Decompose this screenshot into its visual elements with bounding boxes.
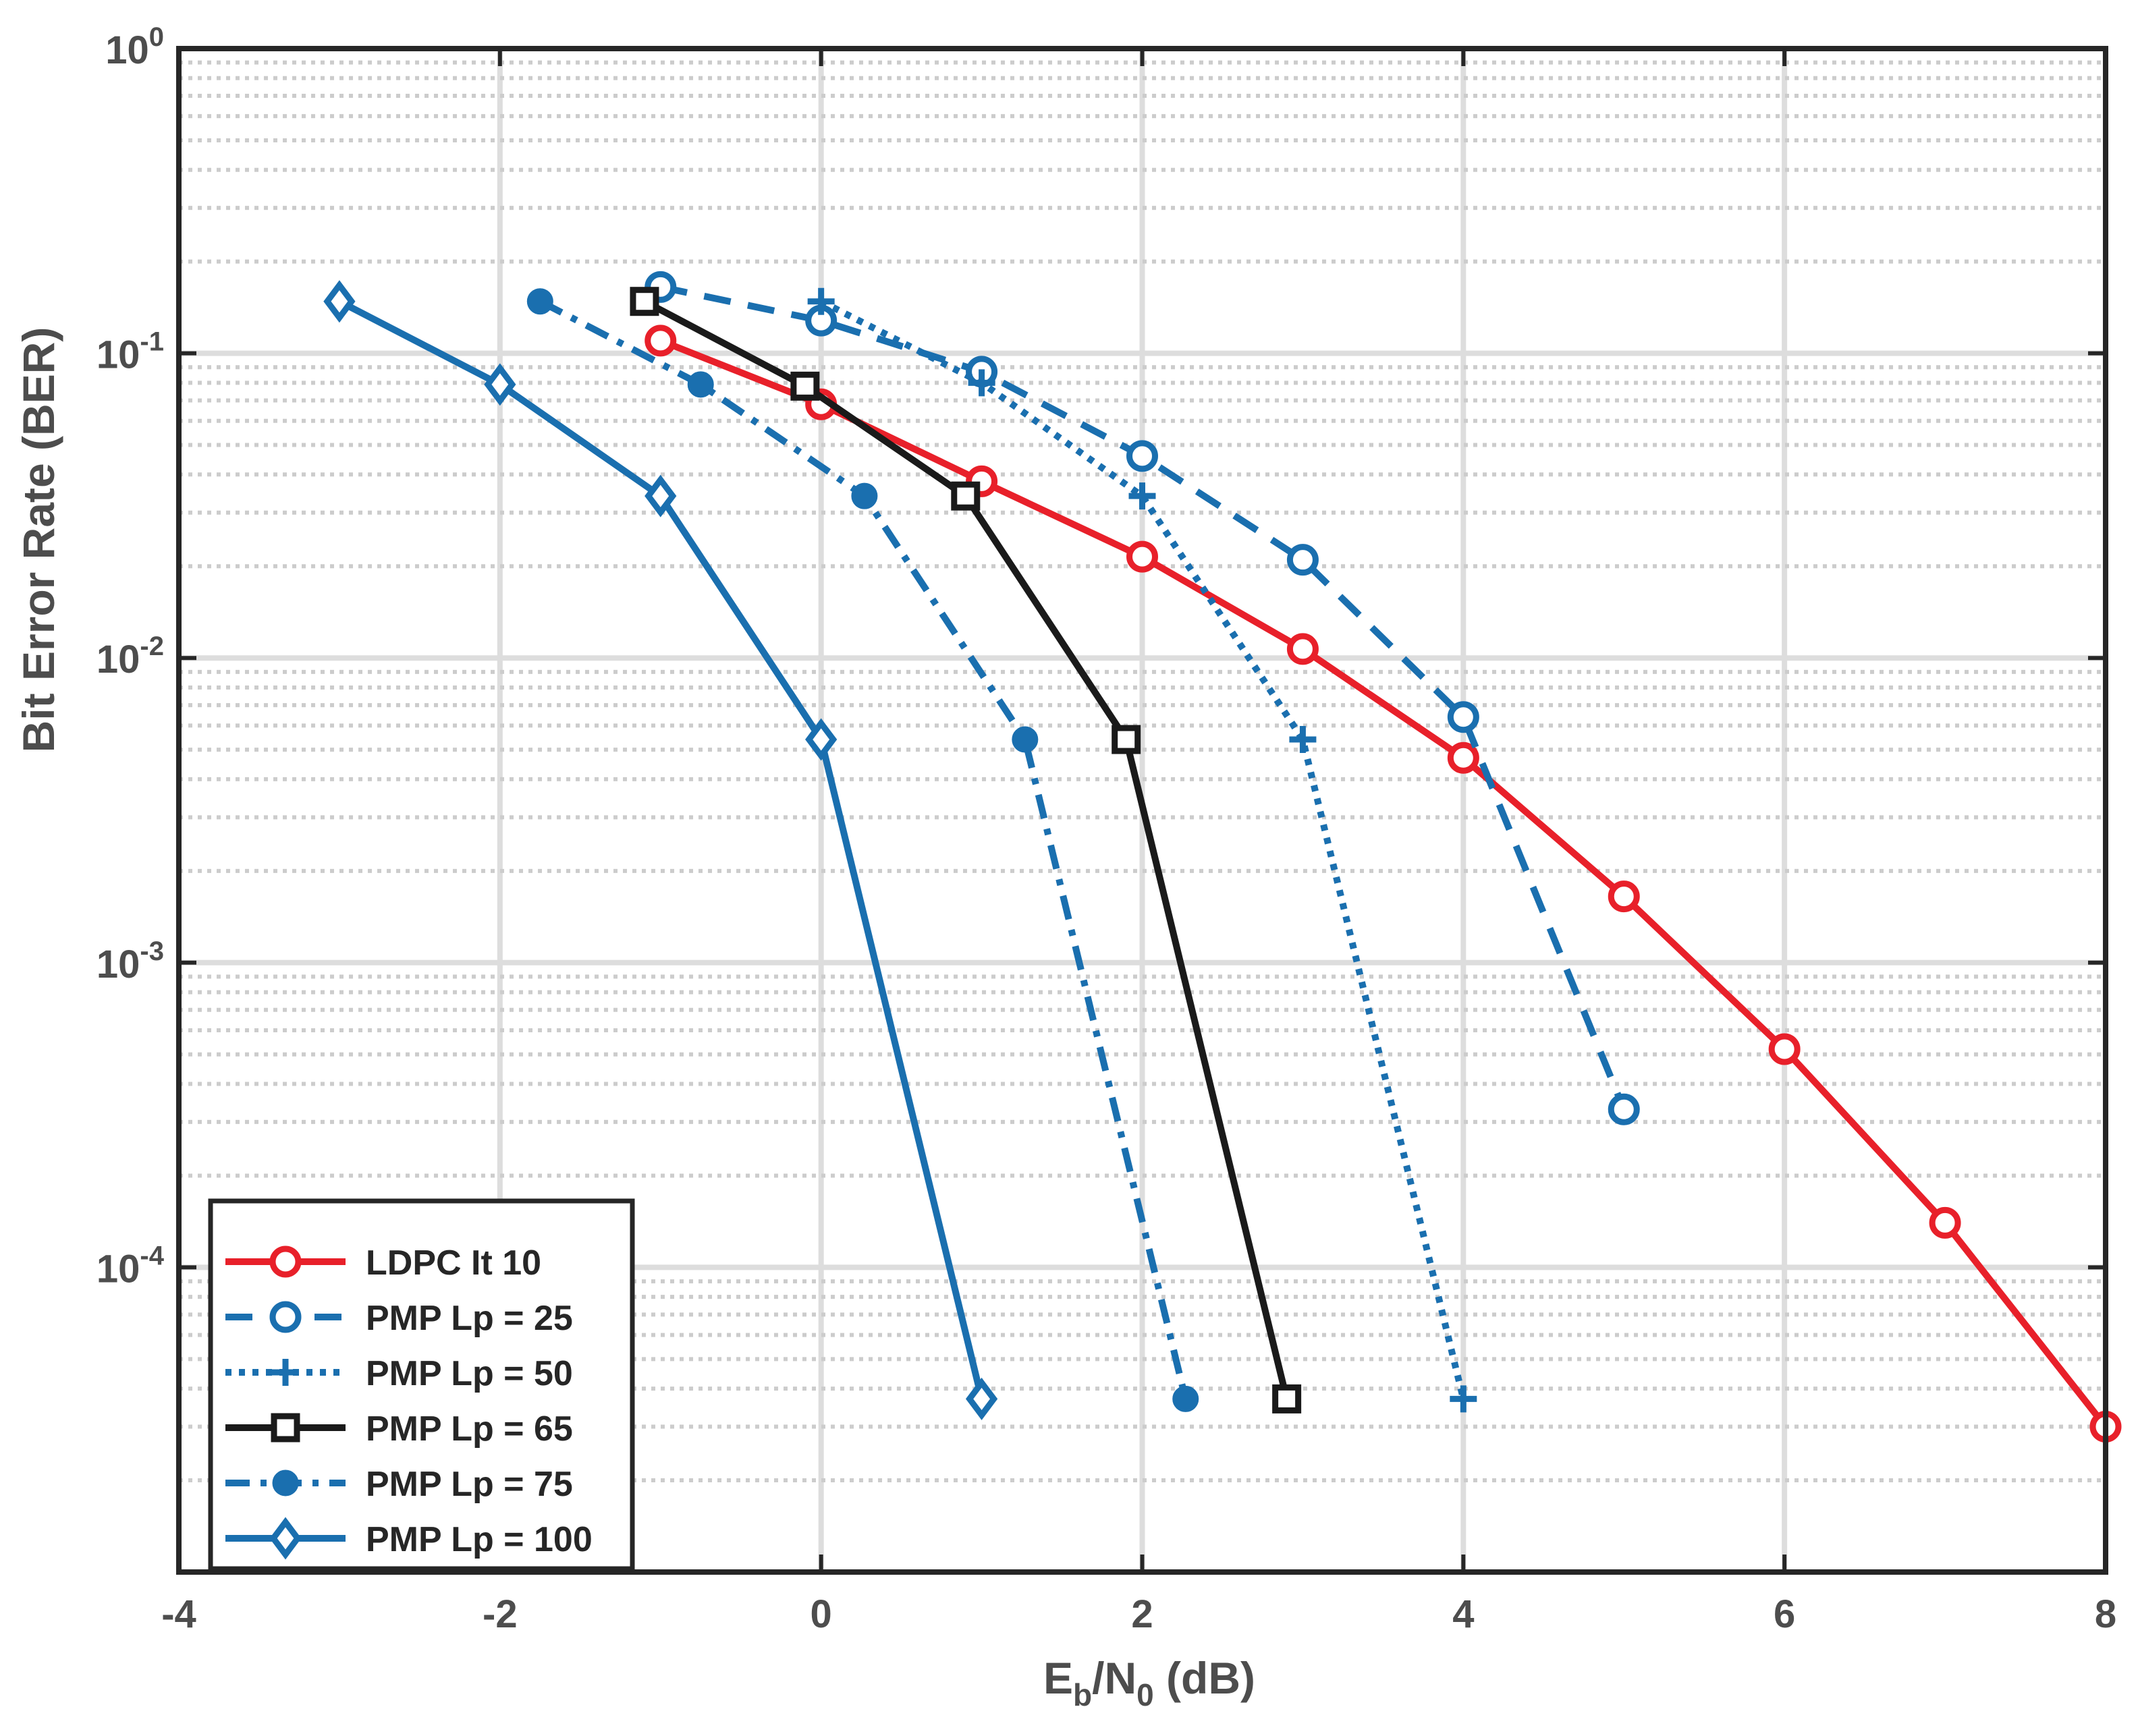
data-point — [1289, 726, 1317, 754]
series-4 — [526, 288, 1199, 1412]
series-5 — [323, 280, 998, 1420]
data-point — [1126, 540, 1158, 573]
data-point — [1172, 1385, 1199, 1412]
series-group — [323, 271, 2122, 1443]
data-point — [323, 280, 356, 323]
data-point — [1608, 1093, 1640, 1125]
x-tick-label: 4 — [1452, 1592, 1474, 1636]
x-tick-label: -4 — [161, 1592, 196, 1636]
legend-marker — [269, 1301, 302, 1333]
data-point — [1272, 1384, 1302, 1413]
y-tick-label: 10-2 — [97, 632, 164, 681]
legend-marker — [269, 1517, 302, 1560]
x-tick-label: 2 — [1131, 1592, 1153, 1636]
series-3 — [630, 287, 1302, 1413]
data-point — [1447, 741, 1479, 774]
data-point — [851, 482, 878, 509]
data-point — [1128, 482, 1156, 510]
x-tick-label: 8 — [2095, 1592, 2116, 1636]
legend-label: PMP Lp = 50 — [366, 1354, 573, 1393]
x-axis-title: Eb/N0 (dB) — [1043, 1653, 1255, 1712]
data-point — [965, 1377, 998, 1420]
data-point — [1768, 1033, 1801, 1065]
x-tick-label: 6 — [1774, 1592, 1795, 1636]
data-point — [1450, 1385, 1477, 1413]
data-point — [807, 287, 835, 315]
series-2 — [807, 287, 1477, 1413]
legend-label: PMP Lp = 100 — [366, 1520, 593, 1559]
y-tick-label: 10-3 — [97, 936, 164, 986]
data-point — [1126, 440, 1158, 472]
legend-marker — [272, 1359, 299, 1386]
y-tick-label: 100 — [105, 22, 164, 72]
data-point — [790, 371, 820, 401]
legend-marker — [272, 1469, 299, 1496]
legend-label: PMP Lp = 25 — [366, 1299, 573, 1338]
data-point — [645, 325, 677, 357]
x-tick-label: -2 — [483, 1592, 518, 1636]
data-point — [1608, 880, 1640, 913]
y-tick-label: 10-1 — [97, 327, 164, 377]
legend-marker — [271, 1413, 300, 1443]
axes-frame — [176, 46, 2108, 1575]
data-point — [1447, 701, 1479, 733]
data-point — [805, 718, 838, 761]
data-point — [484, 363, 516, 406]
legend: LDPC It 10 PMP Lp = 25 PMP Lp = 50 PMP Lp =… — [208, 1198, 635, 1571]
series-line — [659, 337, 2108, 1429]
y-tick-label: 10-4 — [97, 1241, 165, 1291]
data-point — [645, 474, 677, 517]
y-axis-title: Bit Error Rate (BER) — [13, 327, 63, 753]
data-point — [1929, 1206, 1961, 1239]
data-point — [951, 481, 981, 511]
data-point — [1286, 633, 1319, 665]
data-point — [526, 288, 553, 315]
legend-label: PMP Lp = 65 — [366, 1409, 573, 1449]
legend-label: PMP Lp = 75 — [366, 1465, 573, 1504]
tick-labels: -4 -2 0 2 4 6 8 100 10-1 10-2 10-3 10-4 — [97, 22, 2116, 1636]
data-point — [1112, 725, 1141, 754]
legend-marker — [269, 1245, 302, 1278]
series-0 — [645, 325, 2122, 1443]
data-point — [1286, 544, 1319, 576]
x-tick-label: 0 — [811, 1592, 832, 1636]
series-line — [819, 298, 1467, 1400]
data-point — [630, 287, 659, 316]
data-point — [1012, 726, 1039, 753]
data-point — [687, 371, 714, 398]
legend-label: LDPC It 10 — [366, 1243, 541, 1283]
data-point — [968, 369, 995, 397]
